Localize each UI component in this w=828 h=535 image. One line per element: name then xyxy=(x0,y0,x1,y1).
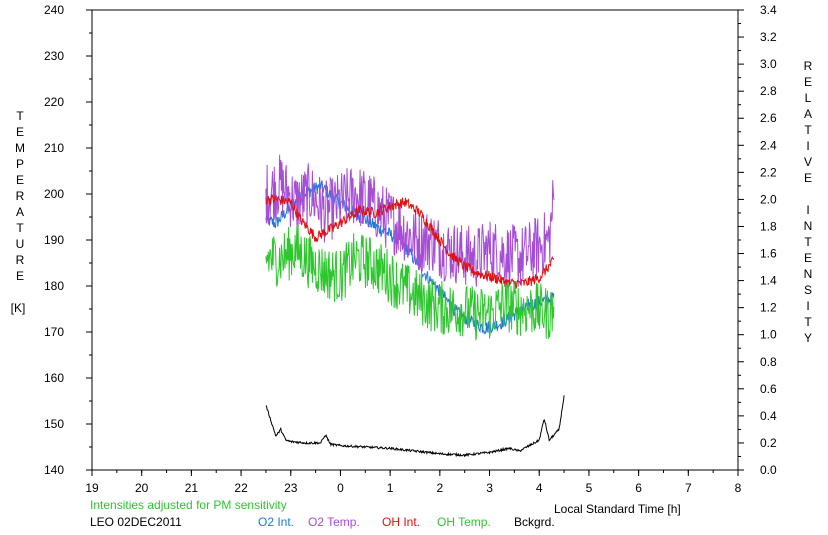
y-right-label-letter: E xyxy=(804,171,812,185)
y-right-label-letter: I xyxy=(806,203,809,217)
y-left-label-letter: R xyxy=(16,253,25,267)
y-left-label-letter: R xyxy=(16,189,25,203)
y-right-label-letter: S xyxy=(804,283,812,297)
x-tick-label: 21 xyxy=(185,481,199,495)
x-tick-label: 3 xyxy=(486,481,493,495)
y-right-tick-label: 2.0 xyxy=(760,192,777,206)
x-tick-label: 19 xyxy=(85,481,99,495)
y-right-tick-label: 2.2 xyxy=(760,165,777,179)
y-right-label-letter: L xyxy=(805,91,812,105)
y-left-tick-label: 190 xyxy=(44,233,64,247)
x-tick-label: 22 xyxy=(234,481,248,495)
x-tick-label: 8 xyxy=(735,481,742,495)
y-left-tick-label: 240 xyxy=(44,3,64,17)
x-tick-label: 5 xyxy=(586,481,593,495)
x-tick-label: 7 xyxy=(685,481,692,495)
y-right-tick-label: 3.4 xyxy=(760,3,777,17)
legend-item: OH Int. xyxy=(382,515,420,529)
y-right-tick-label: 0.4 xyxy=(760,409,777,423)
series-line-o2-temp- xyxy=(265,154,555,287)
y-right-label-letter: T xyxy=(804,123,812,137)
legend-item: O2 Temp. xyxy=(308,515,360,529)
x-tick-label: 20 xyxy=(135,481,149,495)
y-left-label-letter: T xyxy=(16,109,24,123)
y-right-label-letter: A xyxy=(804,107,812,121)
series-line-oh-int- xyxy=(265,193,555,291)
x-tick-label: 0 xyxy=(337,481,344,495)
note-text: Intensities adjusted for PM sensitivity xyxy=(90,498,287,512)
y-right-tick-label: 3.2 xyxy=(760,30,777,44)
x-tick-label: 23 xyxy=(284,481,298,495)
y-right-tick-label: 2.8 xyxy=(760,84,777,98)
y-left-label-letter: T xyxy=(16,221,24,235)
plot-axes: 19 20 21 22 23 0 1 2 3 4 5 6 7 8140150160170180190200… xyxy=(44,3,777,495)
y-left-unit: [K] xyxy=(11,301,26,315)
y-left-label-letter: M xyxy=(15,141,25,155)
x-tick-label: 6 xyxy=(635,481,642,495)
y-left-label-letter: E xyxy=(16,125,24,139)
y-left-label-letter: U xyxy=(16,237,25,251)
plot-series xyxy=(265,154,565,458)
y-left-label-letter: A xyxy=(16,205,24,219)
y-left-label-letter: E xyxy=(16,173,24,187)
y-left-tick-label: 200 xyxy=(44,187,64,201)
y-right-label-letter: I xyxy=(806,299,809,313)
x-tick-label: 1 xyxy=(387,481,394,495)
y-right-tick-label: 1.0 xyxy=(760,328,777,342)
y-left-label-letter: E xyxy=(16,269,24,283)
y-right-label-letter: I xyxy=(806,139,809,153)
y-right-label-letter: V xyxy=(804,155,812,169)
y-right-tick-label: 1.8 xyxy=(760,219,777,233)
legend-item: OH Temp. xyxy=(437,515,491,529)
y-left-tick-label: 230 xyxy=(44,49,64,63)
series-line-bckgrd- xyxy=(265,395,565,458)
y-left-tick-label: 220 xyxy=(44,95,64,109)
y-left-tick-label: 140 xyxy=(44,463,64,477)
y-left-tick-label: 180 xyxy=(44,279,64,293)
legend-item: O2 Int. xyxy=(258,515,294,529)
legend: O2 Int. O2 Temp. OH Int. OH Temp. Bckgrd. xyxy=(258,515,555,529)
y-right-tick-label: 0.8 xyxy=(760,355,777,369)
y-right-label-letter: N xyxy=(804,267,813,281)
station-label: LEO 02DEC2011 xyxy=(90,515,182,529)
y-right-tick-label: 1.6 xyxy=(760,247,777,261)
y-right-tick-label: 2.6 xyxy=(760,111,777,125)
y-left-tick-label: 160 xyxy=(44,371,64,385)
legend-item: Bckgrd. xyxy=(514,515,555,529)
y-left-tick-label: 150 xyxy=(44,417,64,431)
y-right-tick-label: 1.2 xyxy=(760,301,777,315)
y-right-label-letter: E xyxy=(804,75,812,89)
y-right-tick-label: 0.6 xyxy=(760,382,777,396)
y-right-label-letter: N xyxy=(804,219,813,233)
y-left-tick-label: 170 xyxy=(44,325,64,339)
y-left-label-letter: P xyxy=(16,157,24,171)
y-left-tick-label: 210 xyxy=(44,141,64,155)
x-axis-label: Local Standard Time [h] xyxy=(554,502,681,516)
y-right-tick-label: 0.0 xyxy=(760,463,777,477)
y-right-label-letter: T xyxy=(804,235,812,249)
y-right-tick-label: 0.2 xyxy=(760,436,777,450)
y-right-tick-label: 1.4 xyxy=(760,274,777,288)
x-tick-label: 4 xyxy=(536,481,543,495)
y-right-label-letter: R xyxy=(804,59,813,73)
y-right-tick-label: 3.0 xyxy=(760,57,777,71)
y-right-label-letter: T xyxy=(804,315,812,329)
series-line-oh-temp- xyxy=(265,225,555,341)
y-right-label-letter: Y xyxy=(804,331,812,345)
y-right-label-letter: E xyxy=(804,251,812,265)
y-right-tick-label: 2.4 xyxy=(760,138,777,152)
x-tick-label: 2 xyxy=(437,481,444,495)
